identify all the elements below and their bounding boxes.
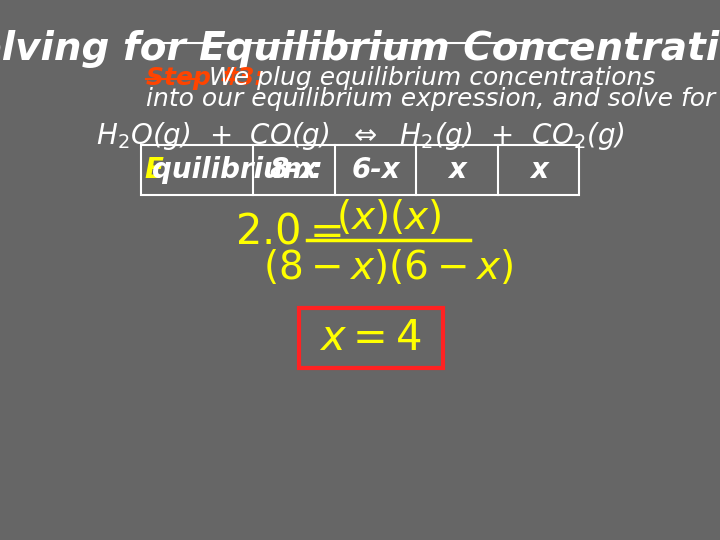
Text: x: x	[530, 156, 548, 184]
Bar	[299, 308, 443, 368]
Text: quilibrium:: quilibrium:	[153, 156, 323, 184]
Text: Step #3:: Step #3:	[145, 66, 264, 90]
Bar	[140, 145, 580, 195]
Text: x: x	[449, 156, 466, 184]
Text: $(x)(x)$: $(x)(x)$	[336, 198, 441, 237]
Text: 8-x: 8-x	[270, 156, 318, 184]
Text: 6-x: 6-x	[351, 156, 400, 184]
Text: $2.0=$: $2.0=$	[235, 211, 341, 253]
Text: H$_2$O(g)  +  CO(g)  $\Leftrightarrow$  H$_2$(g)  +  CO$_2$(g): H$_2$O(g) + CO(g) $\Leftrightarrow$ H$_2…	[96, 120, 624, 152]
Text: We plug equilibrium concentrations: We plug equilibrium concentrations	[202, 66, 656, 90]
Text: E: E	[144, 156, 163, 184]
Text: $x=4$: $x=4$	[319, 317, 422, 359]
Text: into our equilibrium expression, and solve for x: into our equilibrium expression, and sol…	[145, 87, 720, 111]
Text: $(8-x)(6-x)$: $(8-x)(6-x)$	[263, 248, 513, 287]
Text: Solving for Equilibrium Concentration: Solving for Equilibrium Concentration	[0, 30, 720, 68]
